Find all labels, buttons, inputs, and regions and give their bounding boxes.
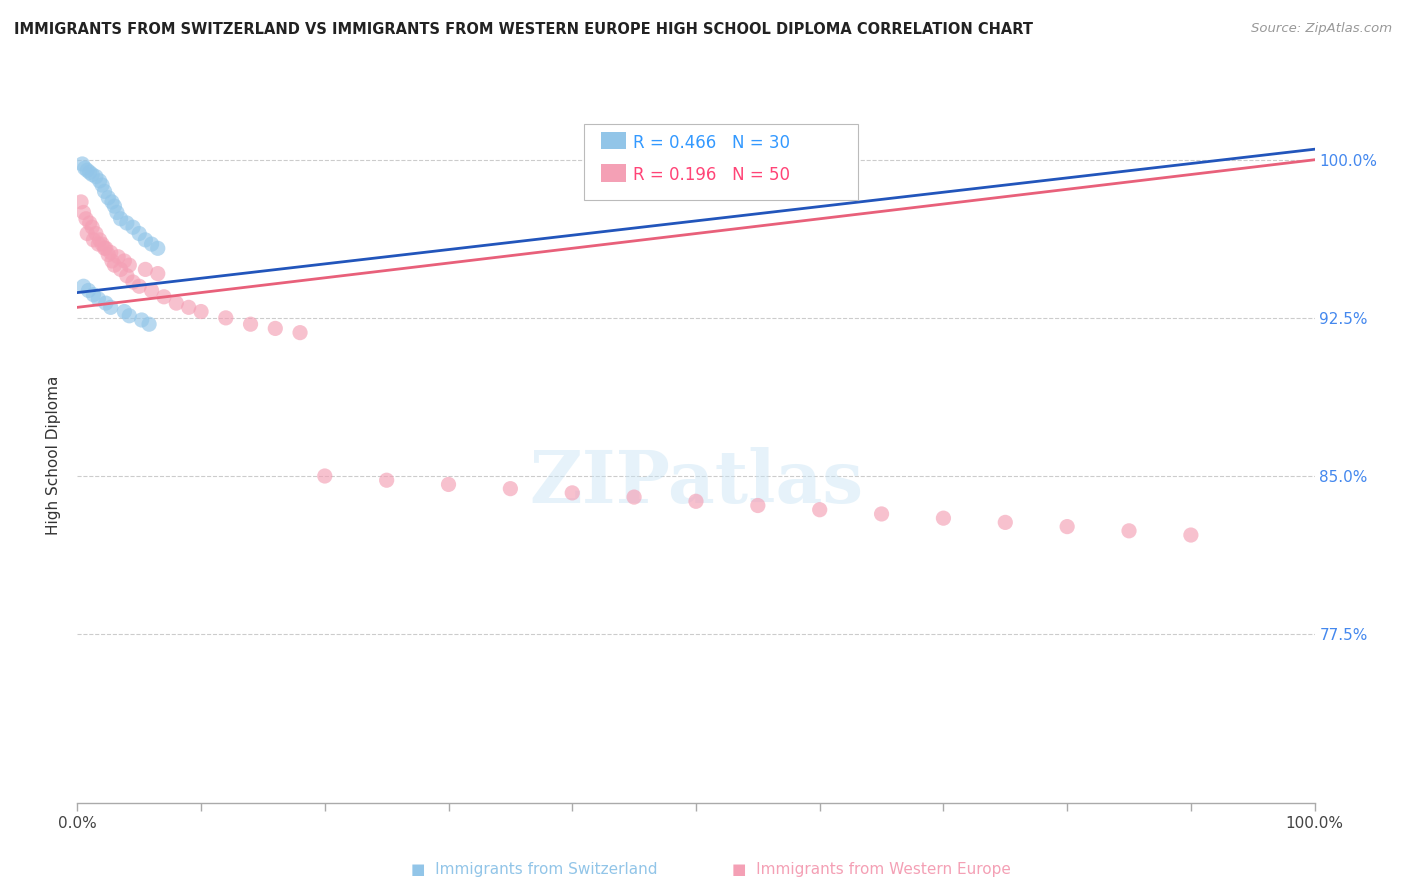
Point bbox=[153, 290, 176, 304]
Point bbox=[118, 309, 141, 323]
Point bbox=[177, 301, 200, 315]
Point bbox=[75, 211, 97, 226]
Point bbox=[72, 205, 94, 219]
Point bbox=[1118, 524, 1140, 538]
Point bbox=[134, 262, 156, 277]
Point bbox=[100, 301, 122, 315]
Point bbox=[70, 194, 93, 209]
Point bbox=[437, 477, 460, 491]
Point bbox=[561, 486, 583, 500]
Point bbox=[128, 227, 150, 241]
Point bbox=[94, 241, 117, 255]
Point bbox=[97, 247, 120, 261]
Point bbox=[499, 482, 522, 496]
Point bbox=[122, 275, 145, 289]
Point bbox=[91, 178, 114, 192]
Text: ZIPatlas: ZIPatlas bbox=[529, 447, 863, 518]
Point bbox=[87, 237, 110, 252]
Point bbox=[623, 490, 645, 504]
Y-axis label: High School Diploma: High School Diploma bbox=[46, 376, 62, 534]
Point bbox=[76, 227, 98, 241]
Point bbox=[146, 241, 169, 255]
Point bbox=[375, 473, 398, 487]
Point bbox=[870, 507, 893, 521]
Point bbox=[138, 317, 160, 331]
Point bbox=[84, 227, 107, 241]
Point bbox=[103, 199, 125, 213]
Point bbox=[190, 304, 212, 318]
Point bbox=[1180, 528, 1202, 542]
Point bbox=[87, 292, 110, 306]
Point bbox=[94, 296, 117, 310]
Point bbox=[82, 220, 104, 235]
Point bbox=[115, 216, 138, 230]
Point bbox=[89, 174, 111, 188]
Point bbox=[141, 237, 163, 252]
Point bbox=[72, 279, 94, 293]
Point bbox=[288, 326, 311, 340]
Point bbox=[932, 511, 955, 525]
Point bbox=[314, 469, 336, 483]
Point bbox=[84, 169, 107, 184]
Point bbox=[82, 233, 104, 247]
Point bbox=[110, 262, 132, 277]
Point bbox=[105, 205, 128, 219]
Point bbox=[79, 216, 101, 230]
Point bbox=[118, 258, 141, 272]
Point bbox=[808, 502, 831, 516]
Point bbox=[93, 241, 115, 255]
Point bbox=[73, 161, 96, 176]
Point bbox=[128, 279, 150, 293]
Point bbox=[1056, 519, 1078, 533]
Point bbox=[264, 321, 287, 335]
Point bbox=[82, 168, 104, 182]
Point bbox=[72, 157, 94, 171]
Point bbox=[110, 211, 132, 226]
Point bbox=[685, 494, 707, 508]
Point bbox=[146, 267, 169, 281]
Point bbox=[747, 499, 769, 513]
Point bbox=[103, 258, 125, 272]
Point bbox=[134, 233, 156, 247]
Point bbox=[122, 220, 145, 235]
Point bbox=[91, 237, 114, 252]
Point bbox=[77, 284, 100, 298]
Point bbox=[112, 254, 135, 268]
Point bbox=[165, 296, 187, 310]
Text: ■  Immigrants from Switzerland: ■ Immigrants from Switzerland bbox=[411, 863, 658, 877]
Point bbox=[215, 310, 238, 325]
Point bbox=[89, 233, 111, 247]
Point bbox=[107, 250, 129, 264]
Text: Source: ZipAtlas.com: Source: ZipAtlas.com bbox=[1251, 22, 1392, 36]
Text: R = 0.466   N = 30: R = 0.466 N = 30 bbox=[633, 134, 790, 153]
Point bbox=[239, 317, 262, 331]
Point bbox=[115, 268, 138, 283]
Point bbox=[79, 165, 101, 179]
Point bbox=[100, 245, 122, 260]
Point bbox=[97, 191, 120, 205]
Point bbox=[101, 254, 124, 268]
Point bbox=[93, 185, 115, 199]
Point bbox=[141, 284, 163, 298]
Point bbox=[101, 194, 124, 209]
Text: ■  Immigrants from Western Europe: ■ Immigrants from Western Europe bbox=[733, 863, 1011, 877]
Text: R = 0.196   N = 50: R = 0.196 N = 50 bbox=[633, 166, 790, 185]
Point bbox=[76, 163, 98, 178]
Point bbox=[82, 287, 104, 301]
Text: IMMIGRANTS FROM SWITZERLAND VS IMMIGRANTS FROM WESTERN EUROPE HIGH SCHOOL DIPLOM: IMMIGRANTS FROM SWITZERLAND VS IMMIGRANT… bbox=[14, 22, 1033, 37]
Point bbox=[112, 304, 135, 318]
Point bbox=[131, 313, 153, 327]
Point bbox=[994, 516, 1017, 530]
